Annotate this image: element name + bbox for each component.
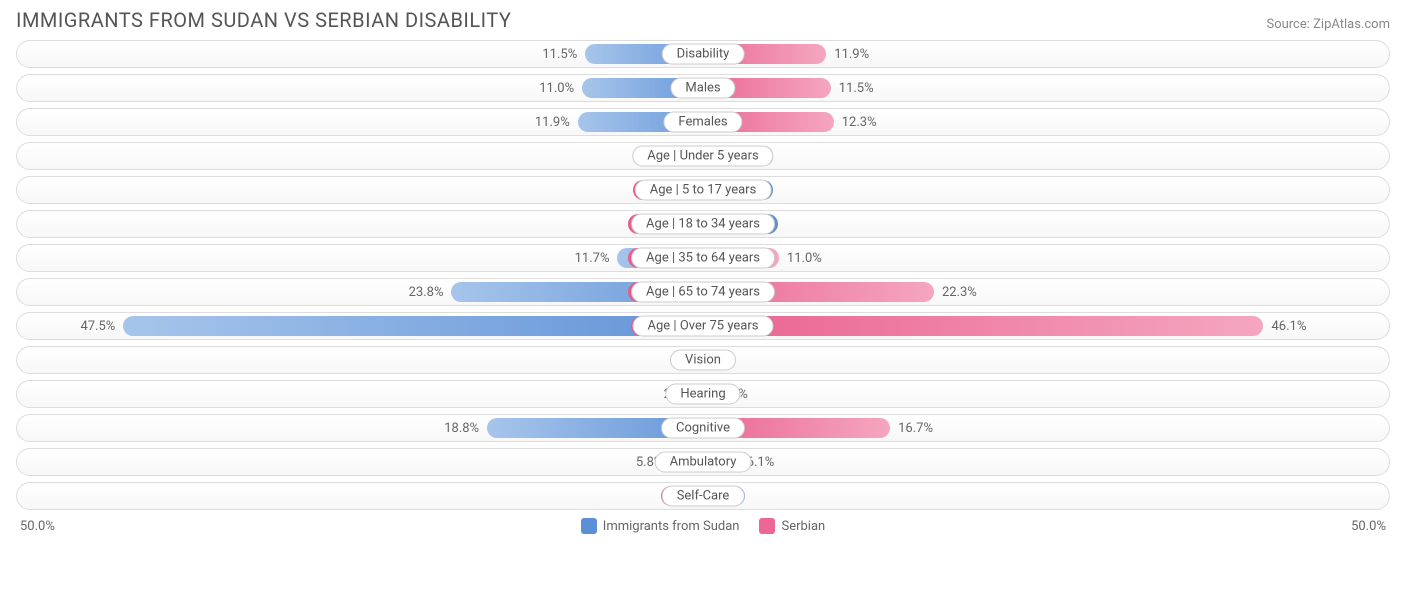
legend-swatch-left bbox=[581, 518, 597, 534]
chart-row: 11.0% 11.5% Males bbox=[16, 74, 1390, 102]
chart-row: 1.3%1.3%Age | Under 5 years bbox=[16, 142, 1390, 170]
chart-header: IMMIGRANTS FROM SUDAN VS SERBIAN DISABIL… bbox=[0, 0, 1406, 36]
chart-row: 47.5% 46.1% Age | Over 75 years bbox=[16, 312, 1390, 340]
chart-row: 23.8% 22.3% Age | 65 to 74 years bbox=[16, 278, 1390, 306]
value-right: 11.5% bbox=[831, 81, 882, 96]
category-label: Age | Under 5 years bbox=[632, 146, 773, 167]
category-label: Females bbox=[663, 112, 742, 133]
category-label: Self-Care bbox=[662, 486, 745, 507]
chart-row: 11.5% 11.9% Disability bbox=[16, 40, 1390, 68]
chart-row: 6.7%6.9%Age | 18 to 34 years bbox=[16, 210, 1390, 238]
axis-max-right: 50.0% bbox=[1351, 519, 1386, 534]
chart-footer: 50.0% Immigrants from Sudan Serbian 50.0… bbox=[0, 516, 1406, 534]
legend-item-right: Serbian bbox=[759, 518, 825, 534]
category-label: Ambulatory bbox=[655, 452, 752, 473]
chart-row: 11.9% 12.3% Females bbox=[16, 108, 1390, 136]
chart-row: 2.3%2.4%Self-Care bbox=[16, 482, 1390, 510]
chart-row: 18.8% 16.7% Cognitive bbox=[16, 414, 1390, 442]
value-right: 22.3% bbox=[934, 285, 985, 300]
category-label: Age | 18 to 34 years bbox=[631, 214, 775, 235]
value-left: 47.5% bbox=[72, 319, 123, 334]
value-right: 11.9% bbox=[826, 47, 877, 62]
category-label: Age | 65 to 74 years bbox=[631, 282, 775, 303]
category-label: Age | Over 75 years bbox=[633, 316, 774, 337]
chart-title: IMMIGRANTS FROM SUDAN VS SERBIAN DISABIL… bbox=[16, 8, 511, 32]
category-label: Males bbox=[670, 78, 735, 99]
category-label: Vision bbox=[670, 350, 736, 371]
value-right: 11.0% bbox=[779, 251, 830, 266]
category-label: Disability bbox=[662, 44, 745, 65]
category-label: Cognitive bbox=[661, 418, 745, 439]
category-label: Age | 5 to 17 years bbox=[635, 180, 772, 201]
chart-row: 2.9%3.3%Hearing bbox=[16, 380, 1390, 408]
value-left: 11.7% bbox=[567, 251, 618, 266]
legend-label-right: Serbian bbox=[781, 519, 825, 534]
chart-row: 2.1%2.1%Vision bbox=[16, 346, 1390, 374]
legend-label-left: Immigrants from Sudan bbox=[603, 519, 740, 534]
value-left: 23.8% bbox=[401, 285, 452, 300]
legend: Immigrants from Sudan Serbian bbox=[55, 518, 1351, 534]
chart-source: Source: ZipAtlas.com bbox=[1266, 17, 1390, 32]
legend-swatch-right bbox=[759, 518, 775, 534]
category-label: Age | 35 to 64 years bbox=[631, 248, 775, 269]
legend-item-left: Immigrants from Sudan bbox=[581, 518, 740, 534]
value-right: 46.1% bbox=[1263, 319, 1314, 334]
diverging-bar-chart: 11.5% 11.9% Disability 11.0% 11.5% Males 11.9%… bbox=[0, 36, 1406, 510]
chart-row: 5.8%5.6%Age | 5 to 17 years bbox=[16, 176, 1390, 204]
value-left: 11.9% bbox=[527, 115, 578, 130]
chart-row: 5.8%6.1%Ambulatory bbox=[16, 448, 1390, 476]
value-left: 11.5% bbox=[534, 47, 585, 62]
value-left: 18.8% bbox=[436, 421, 487, 436]
value-right: 12.3% bbox=[834, 115, 885, 130]
category-label: Hearing bbox=[665, 384, 740, 405]
chart-row: 11.7% 11.0% Age | 35 to 64 years bbox=[16, 244, 1390, 272]
value-right: 16.7% bbox=[890, 421, 941, 436]
value-left: 11.0% bbox=[531, 81, 582, 96]
axis-max-left: 50.0% bbox=[20, 519, 55, 534]
